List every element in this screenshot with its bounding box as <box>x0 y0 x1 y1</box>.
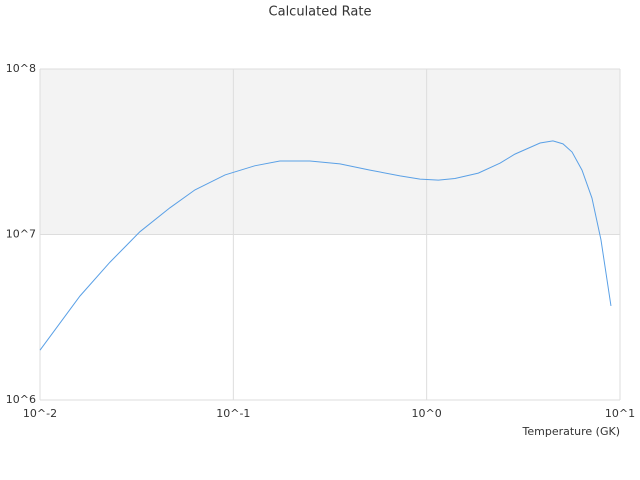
x-tick-label: 10^-1 <box>216 407 250 420</box>
x-tick-label: 10^1 <box>605 407 635 420</box>
x-axis-label: Temperature (GK) <box>522 425 621 438</box>
x-tick-label: 10^0 <box>412 407 442 420</box>
chart-title: Calculated Rate <box>269 5 372 20</box>
grid-band <box>40 69 620 235</box>
y-tick-label: 10^6 <box>6 393 36 406</box>
data-line <box>39 140 612 351</box>
y-tick-label: 10^8 <box>6 62 36 75</box>
x-tick-label: 10^-2 <box>23 407 57 420</box>
y-tick-label: 10^7 <box>6 228 36 241</box>
